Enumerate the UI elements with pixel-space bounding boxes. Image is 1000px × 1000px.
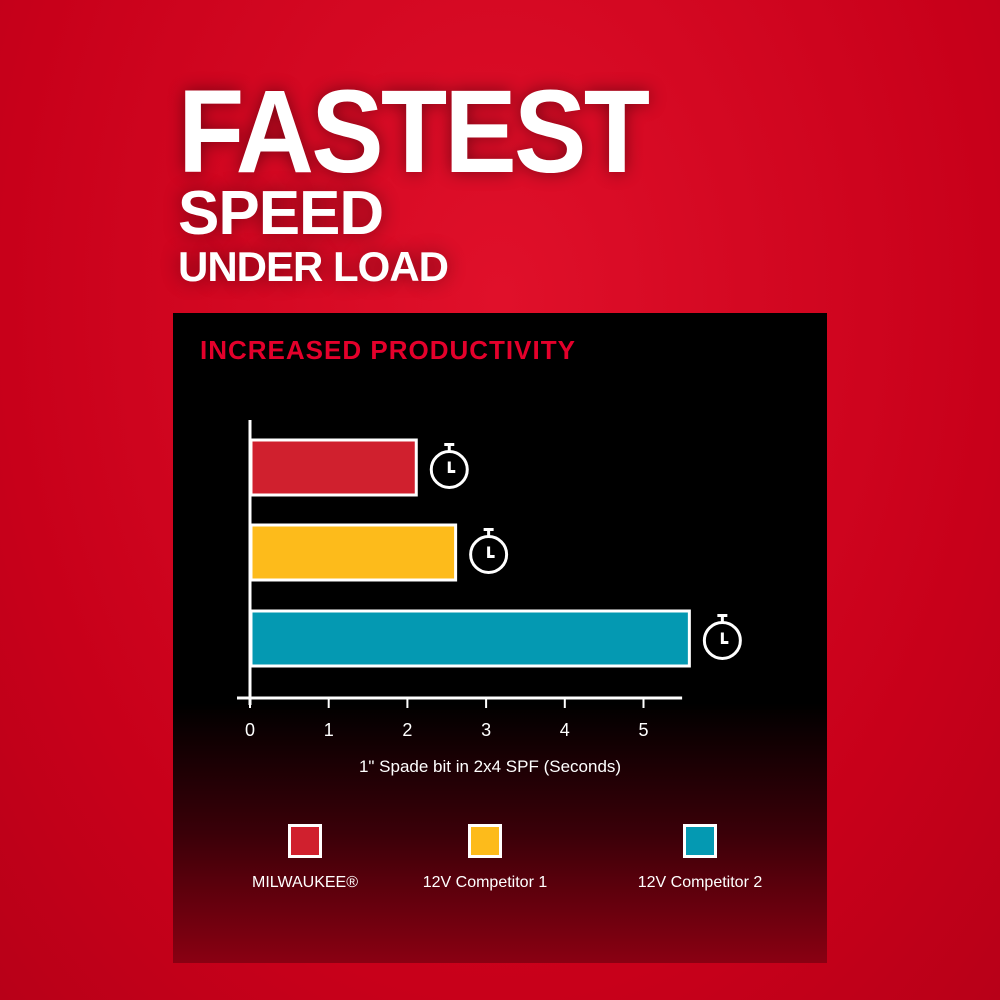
bar [249, 609, 691, 668]
bar [249, 523, 458, 582]
legend-item: 12V Competitor 2 [600, 824, 800, 892]
legend-item: 12V Competitor 1 [385, 824, 585, 892]
stopwatch-icon [702, 614, 742, 660]
x-tick-label: 3 [481, 720, 491, 740]
headline-speed: SPEED [178, 179, 384, 248]
stopwatch-icon [429, 443, 469, 489]
panel-title: INCREASED PRODUCTIVITY [200, 335, 576, 365]
legend-swatch [288, 824, 322, 858]
legend-label: 12V Competitor 1 [422, 874, 548, 891]
bar [249, 438, 418, 497]
legend-item: MILWAUKEE® [205, 824, 405, 892]
x-tick-label: 4 [560, 720, 570, 740]
headline-under-load: UNDER LOAD [178, 243, 449, 290]
headline-fastest: FASTEST [178, 66, 650, 198]
x-tick-label: 0 [245, 720, 255, 740]
x-axis-label: 1" Spade bit in 2x4 SPF (Seconds) [358, 757, 622, 776]
x-tick-label: 5 [638, 720, 648, 740]
x-tick-label: 2 [402, 720, 412, 740]
legend-label: 12V Competitor 2 [637, 874, 763, 891]
legend-swatch [468, 824, 502, 858]
stopwatch-icon [469, 528, 509, 574]
legend-label: MILWAUKEE® [251, 874, 359, 891]
x-tick-label: 1 [324, 720, 334, 740]
legend-swatch [683, 824, 717, 858]
